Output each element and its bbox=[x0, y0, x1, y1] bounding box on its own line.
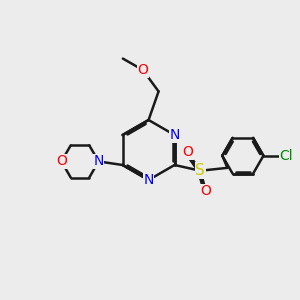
Text: N: N bbox=[93, 154, 104, 168]
Text: N: N bbox=[143, 173, 154, 187]
Text: O: O bbox=[200, 184, 211, 198]
Text: O: O bbox=[137, 63, 148, 77]
Text: N: N bbox=[169, 128, 180, 142]
Text: O: O bbox=[182, 145, 193, 159]
Text: Cl: Cl bbox=[280, 149, 293, 163]
Text: S: S bbox=[195, 163, 205, 178]
Text: O: O bbox=[56, 154, 67, 168]
